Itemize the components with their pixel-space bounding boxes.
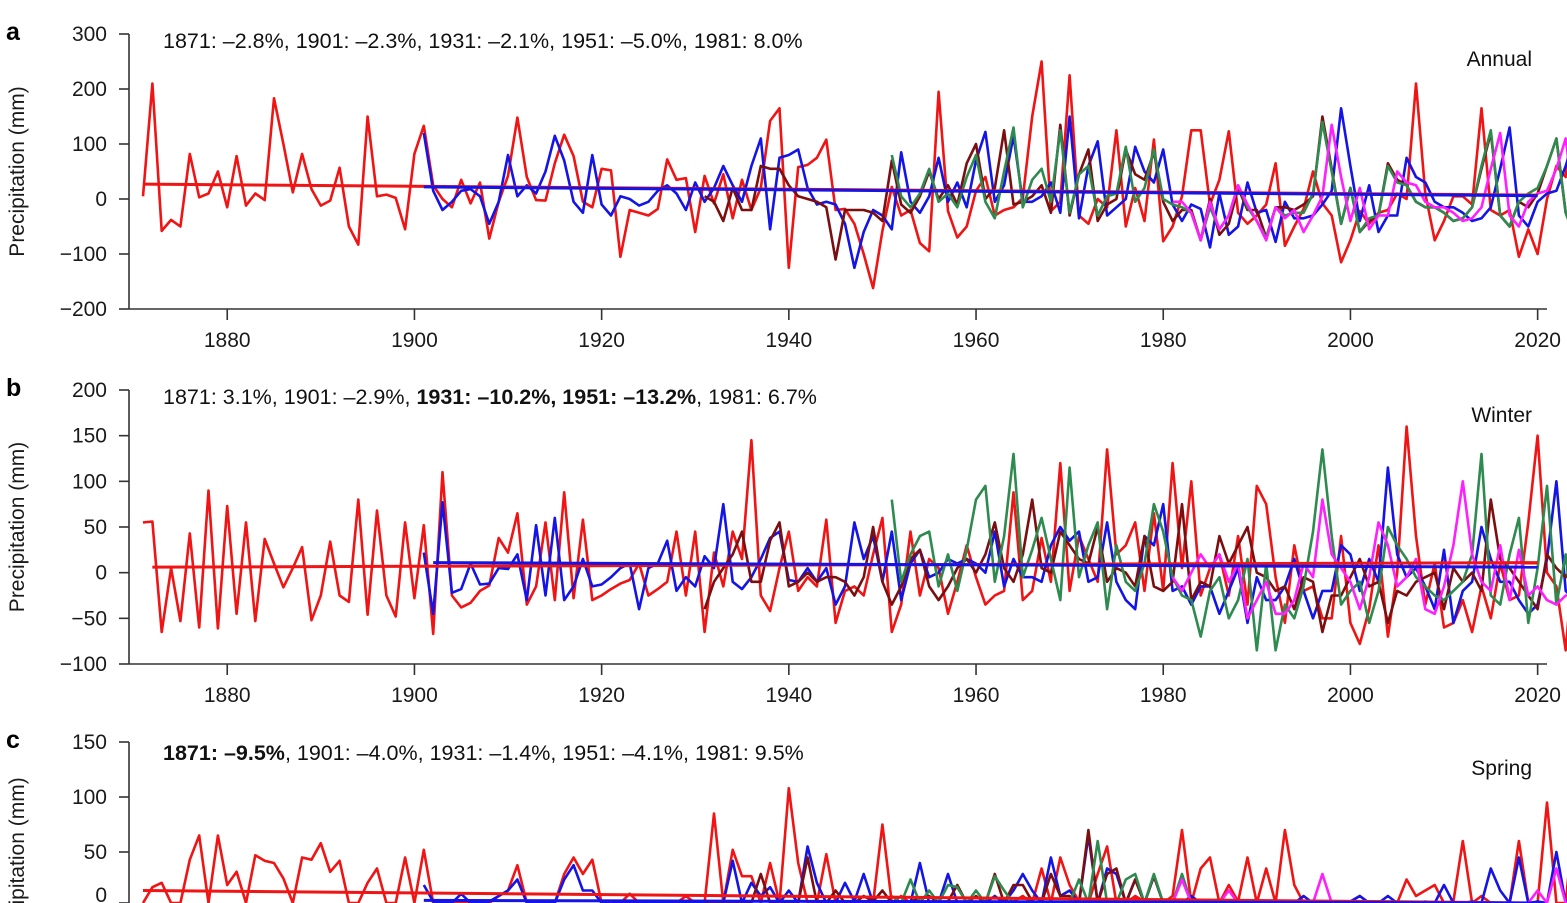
- y-tick-label: 100: [72, 133, 107, 156]
- trend-line-1901: [433, 561, 1538, 569]
- season-label: Spring: [1471, 757, 1532, 780]
- annotation-item: 1901: –2.3%: [296, 29, 417, 53]
- trend-annotation: 1871: 3.1%, 1901: –2.9%, 1931: –10.2%, 1…: [163, 385, 817, 409]
- annotation-separator: ,: [284, 29, 296, 53]
- annotation-separator: ,: [682, 29, 694, 53]
- annotation-item: 1931: –1.4%: [430, 741, 551, 765]
- annotation-item: 1951: –4.1%: [562, 741, 683, 765]
- annotation-separator: ,: [550, 741, 562, 765]
- annotation-item: 1871: –9.5%: [163, 741, 285, 765]
- trend-annotation: 1871: –9.5%, 1901: –4.0%, 1931: –1.4%, 1…: [163, 741, 804, 765]
- panel-a: a −200 −100 0 100 200 300 Precipitation (mm) 188…: [6, 18, 1567, 352]
- x-tick-label: 2000: [1327, 329, 1374, 352]
- panel-letter: b: [6, 374, 21, 402]
- x-tick-label: 1980: [1140, 684, 1187, 707]
- x-tick-label: 1920: [578, 684, 625, 707]
- series-line-1871: [142, 425, 1567, 652]
- y-tick-label: −200: [60, 298, 107, 321]
- annotation-separator: ,: [416, 29, 428, 53]
- y-tick-label: −100: [60, 653, 107, 676]
- series-line-1871: [141, 60, 1567, 290]
- y-axis-label: Precipitation (mm): [6, 777, 29, 903]
- x-tick-label: 1960: [953, 684, 1000, 707]
- y-tick-label: −50: [71, 607, 107, 630]
- y-tick-label: 0: [95, 188, 107, 211]
- y-tick-label: 50: [84, 841, 107, 864]
- panel-c: c 0 50 100 150 Precipitation (mm) 1871: –9.5%,…: [6, 726, 1567, 903]
- annotation-separator: ,: [285, 741, 297, 765]
- x-tick-label: 1900: [391, 684, 438, 707]
- trend-line-1901: [423, 185, 1538, 198]
- y-tick-label: 50: [84, 516, 107, 539]
- annotation-item: 1901: –4.0%: [297, 741, 418, 765]
- panel-letter: c: [6, 726, 20, 754]
- y-axis-label: Precipitation (mm): [6, 442, 29, 612]
- annotation-separator: ,: [404, 385, 416, 409]
- series-line-1981: [1171, 867, 1567, 903]
- annotation-item: 1931: –2.1%: [428, 29, 549, 53]
- y-axis-label: Precipitation (mm): [6, 86, 29, 256]
- x-tick-label: 1960: [953, 329, 1000, 352]
- annotation-item: 1981: 9.5%: [695, 741, 804, 765]
- series-line-1871: [141, 786, 1567, 903]
- series-line-1951: [890, 448, 1567, 652]
- annotation-item: 1901: –2.9%: [284, 385, 405, 409]
- trend-line-1871: [142, 889, 1538, 903]
- x-tick-label: 1920: [578, 329, 625, 352]
- annotation-separator: ,: [683, 741, 695, 765]
- y-tick-label: −100: [60, 243, 107, 266]
- y-tick-label: 200: [72, 379, 107, 402]
- y-tick-label: 150: [72, 731, 107, 754]
- series-group: [142, 425, 1567, 652]
- series-line-1951: [891, 839, 1538, 903]
- series-group: [141, 60, 1567, 290]
- x-tick-label: 2000: [1327, 684, 1374, 707]
- x-tick-label: 1880: [204, 329, 251, 352]
- annotation-item: 1931: –10.2%: [416, 385, 550, 409]
- y-tick-label: 100: [72, 470, 107, 493]
- annotation-item: 1981: 8.0%: [694, 29, 803, 53]
- x-tick-label: 2020: [1514, 329, 1561, 352]
- annotation-separator: ,: [696, 385, 708, 409]
- series-line-1901: [422, 466, 1567, 625]
- y-tick-label: 150: [72, 425, 107, 448]
- x-tick-label: 1980: [1140, 329, 1187, 352]
- y-tick-label: 0: [95, 562, 107, 585]
- series-line-1931: [703, 498, 1567, 634]
- annotation-item: 1981: 6.7%: [708, 385, 817, 409]
- x-tick-label: 2020: [1514, 684, 1561, 707]
- season-label: Winter: [1471, 404, 1532, 427]
- annotation-separator: ,: [550, 385, 562, 409]
- annotation-item: 1951: –13.2%: [562, 385, 696, 409]
- panel-letter: a: [6, 18, 21, 46]
- trend-annotation: 1871: –2.8%, 1901: –2.3%, 1931: –2.1%, 1…: [163, 29, 803, 53]
- y-tick-label: 300: [72, 23, 107, 46]
- annotation-separator: ,: [418, 741, 430, 765]
- annotation-item: 1871: 3.1%: [163, 385, 272, 409]
- annotation-item: 1871: –2.8%: [163, 29, 284, 53]
- x-tick-label: 1940: [765, 684, 812, 707]
- x-tick-label: 1880: [204, 684, 251, 707]
- series-group: [141, 786, 1567, 903]
- season-label: Annual: [1467, 48, 1532, 71]
- y-tick-label: 100: [72, 786, 107, 809]
- annotation-separator: ,: [549, 29, 561, 53]
- y-tick-label: 200: [72, 78, 107, 101]
- x-tick-label: 1940: [765, 329, 812, 352]
- panel-b: b −100 −50 0 50 100 150 200 Precipitation (mm) 18…: [6, 374, 1567, 707]
- annotation-item: 1951: –5.0%: [561, 29, 682, 53]
- annotation-separator: ,: [272, 385, 284, 409]
- y-tick-label: 0: [95, 884, 107, 903]
- series-line-1981: [1172, 123, 1567, 242]
- x-tick-label: 1900: [391, 329, 438, 352]
